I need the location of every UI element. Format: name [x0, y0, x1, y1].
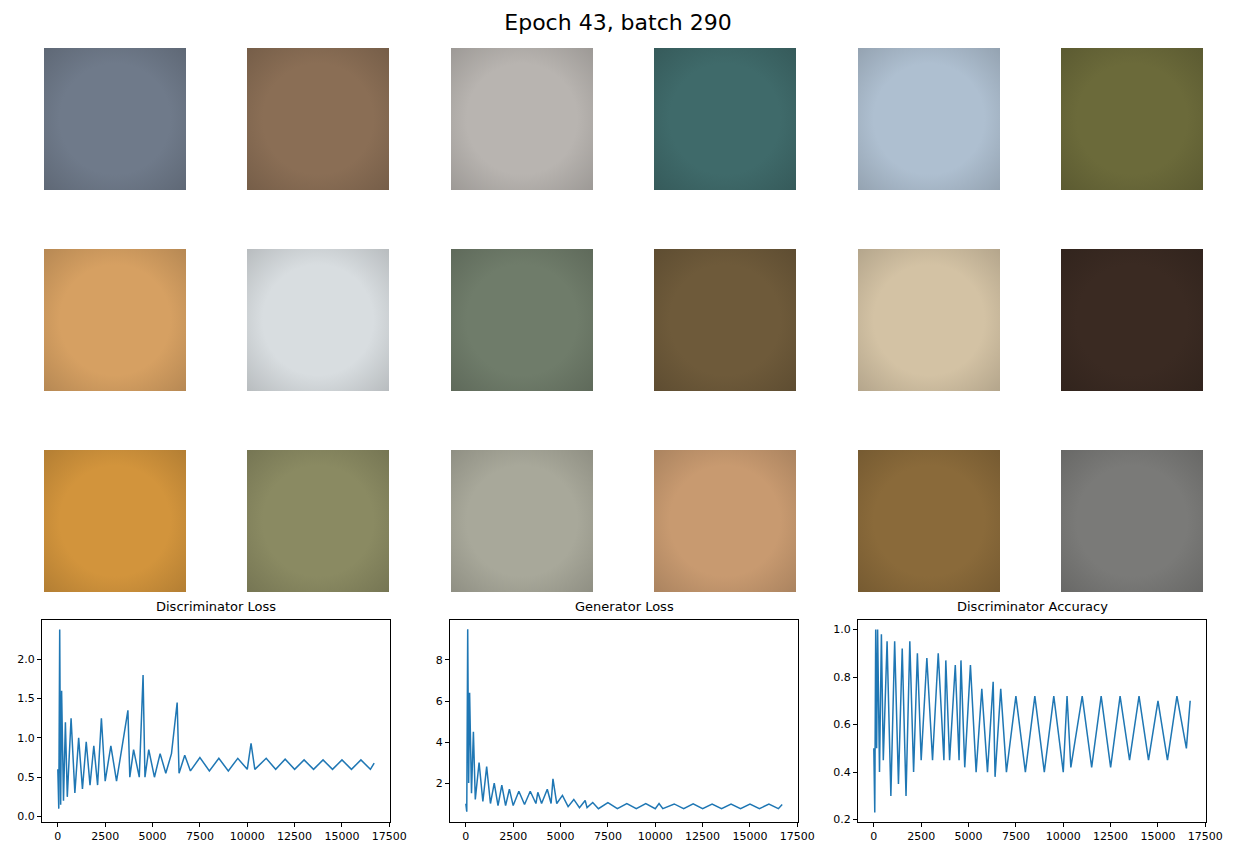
svg-text:17500: 17500: [372, 830, 407, 843]
svg-text:5000: 5000: [955, 830, 983, 843]
svg-text:0: 0: [462, 830, 469, 843]
svg-text:12500: 12500: [1093, 830, 1128, 843]
svg-text:0: 0: [870, 830, 877, 843]
svg-text:17500: 17500: [780, 830, 815, 843]
svg-text:6: 6: [436, 695, 443, 708]
svg-text:2500: 2500: [907, 830, 935, 843]
svg-text:7500: 7500: [186, 830, 214, 843]
svg-text:7500: 7500: [1002, 830, 1030, 843]
svg-text:7500: 7500: [594, 830, 622, 843]
svg-text:12500: 12500: [685, 830, 720, 843]
svg-text:5000: 5000: [139, 830, 167, 843]
svg-text:10000: 10000: [1046, 830, 1081, 843]
svg-text:2500: 2500: [499, 830, 527, 843]
svg-text:17500: 17500: [1188, 830, 1223, 843]
svg-text:8: 8: [436, 654, 443, 667]
svg-text:0.4: 0.4: [833, 766, 851, 779]
svg-text:Discriminator Loss: Discriminator Loss: [156, 599, 276, 614]
svg-text:Generator Loss: Generator Loss: [575, 599, 674, 614]
svg-text:15000: 15000: [324, 830, 359, 843]
svg-text:12500: 12500: [277, 830, 312, 843]
svg-text:0.0: 0.0: [17, 810, 35, 823]
svg-text:2.0: 2.0: [17, 653, 35, 666]
svg-text:2: 2: [436, 777, 443, 790]
svg-text:10000: 10000: [230, 830, 265, 843]
svg-text:Discriminator Accuracy: Discriminator Accuracy: [957, 599, 1108, 614]
svg-text:15000: 15000: [1140, 830, 1175, 843]
svg-text:0.8: 0.8: [833, 671, 851, 684]
svg-text:1.5: 1.5: [17, 692, 35, 705]
svg-text:15000: 15000: [732, 830, 767, 843]
svg-text:0.2: 0.2: [833, 813, 851, 826]
svg-text:5000: 5000: [547, 830, 575, 843]
svg-text:1.0: 1.0: [17, 732, 35, 745]
svg-text:0.6: 0.6: [833, 718, 851, 731]
svg-text:0.5: 0.5: [17, 771, 35, 784]
svg-text:2500: 2500: [91, 830, 119, 843]
svg-text:10000: 10000: [638, 830, 673, 843]
svg-text:0: 0: [54, 830, 61, 843]
svg-text:4: 4: [436, 736, 443, 749]
svg-text:Epoch 43, batch 290: Epoch 43, batch 290: [504, 10, 731, 35]
svg-text:1.0: 1.0: [833, 623, 851, 636]
